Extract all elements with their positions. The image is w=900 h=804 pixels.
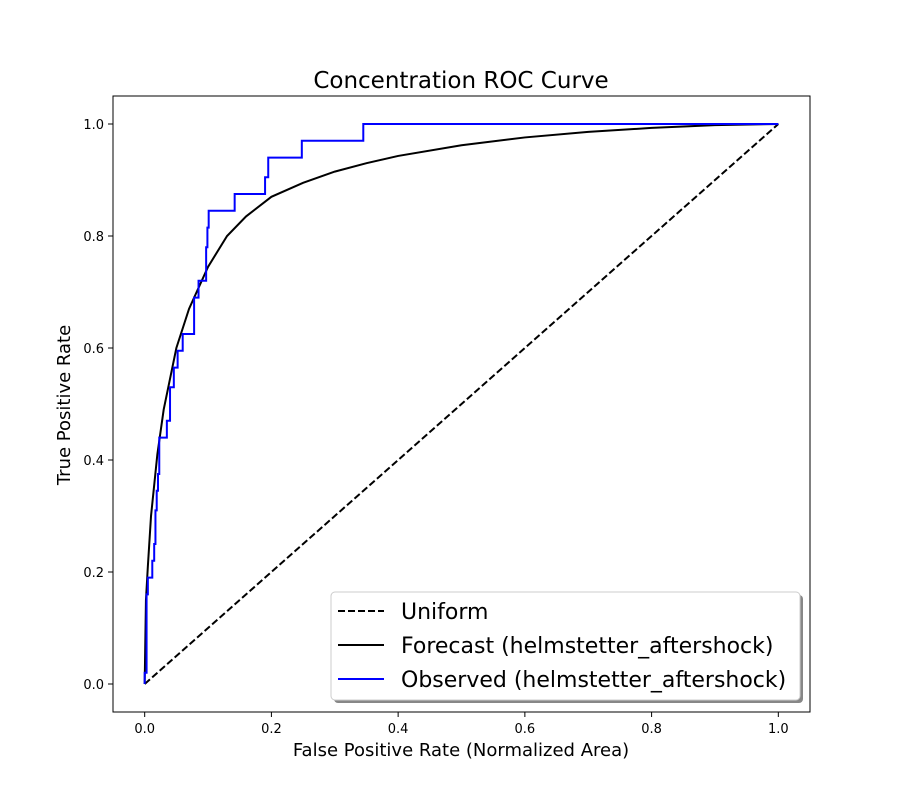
legend-label: Uniform	[401, 600, 488, 625]
x-tick-label: 0.8	[641, 722, 662, 737]
y-tick-label: 0.2	[83, 566, 104, 581]
legend-box	[330, 591, 801, 701]
x-tick-label: 0.2	[261, 722, 282, 737]
series-line-observed-helmstetter-aftershock	[143, 123, 779, 684]
axes-frame	[112, 95, 811, 713]
y-tick-label: 0.0	[83, 678, 104, 693]
series-line-forecast-helmstetter-aftershock	[143, 123, 779, 685]
y-axis-label: True Positive Rate	[54, 325, 75, 486]
axes: 0.0 0.2 0.4 0.6 0.8 1.0 0.0 0.2 0.4 0.6 0.8 1.0	[83, 95, 811, 737]
series-line-uniform	[144, 123, 779, 685]
legend-label: Forecast (helmstetter_aftershock)	[401, 634, 773, 659]
plot-area	[143, 123, 779, 685]
chart-title: Concentration ROC Curve	[313, 68, 608, 94]
y-tick-label: 1.0	[83, 118, 104, 133]
x-tick-label: 0.0	[134, 722, 155, 737]
y-tick-label: 0.8	[83, 230, 104, 245]
y-tick-label: 0.6	[83, 342, 104, 357]
legend-label: Observed (helmstetter_aftershock)	[401, 668, 786, 693]
x-axis-label: False Positive Rate (Normalized Area)	[293, 740, 629, 761]
legend: Uniform Forecast (helmstetter_aftershock)…	[330, 591, 803, 703]
x-tick-label: 0.6	[515, 722, 536, 737]
x-tick-label: 1.0	[768, 722, 789, 737]
x-tick-label: 0.4	[388, 722, 409, 737]
y-tick-label: 0.4	[83, 454, 104, 469]
